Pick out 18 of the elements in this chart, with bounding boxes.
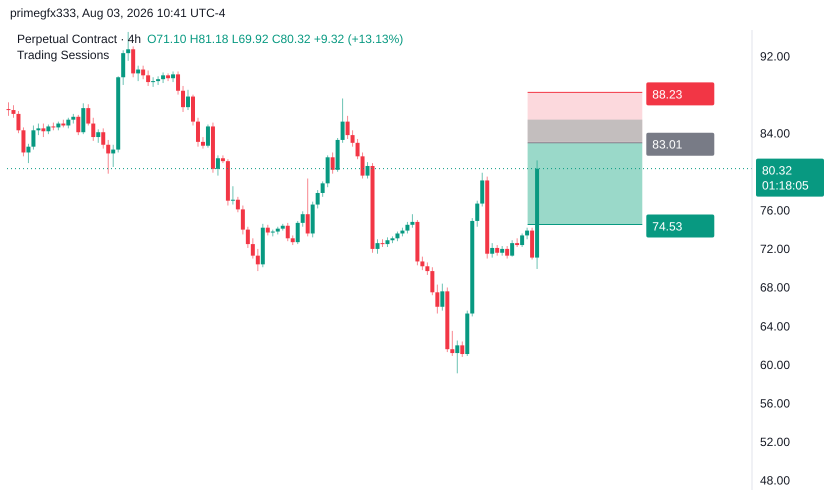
ref-line-label: 83.01 [652, 138, 683, 152]
y-tick-label: 56.00 [760, 396, 790, 410]
chart-subtitle: O71.10 H81.18 L69.92 C80.32 +9.32 (+13.13%) [147, 32, 404, 46]
ref-line-label: 80.32 01:18:05 [762, 164, 810, 193]
ref-line-label: 88.23 [652, 87, 683, 102]
ref-line-label: 74.53 [652, 220, 683, 234]
y-tick-label: 76.00 [760, 204, 790, 218]
y-tick-label: 68.00 [760, 280, 790, 295]
candlestick [51, 122, 56, 131]
y-tick-label: 92.00 [760, 49, 790, 64]
y-tick-label: 52.00 [760, 435, 790, 450]
y-tick-label: 72.00 [760, 242, 790, 256]
annotation: Trading Sessions [17, 48, 110, 62]
y-tick-label: 84.00 [760, 126, 790, 140]
y-tick-label: 64.00 [760, 319, 790, 334]
text: primegfx333, Aug 03, 2026 10:41 UTC-4 [10, 6, 226, 20]
y-tick-label: 48.00 [760, 474, 790, 488]
y-tick-label: 60.00 [760, 358, 790, 372]
